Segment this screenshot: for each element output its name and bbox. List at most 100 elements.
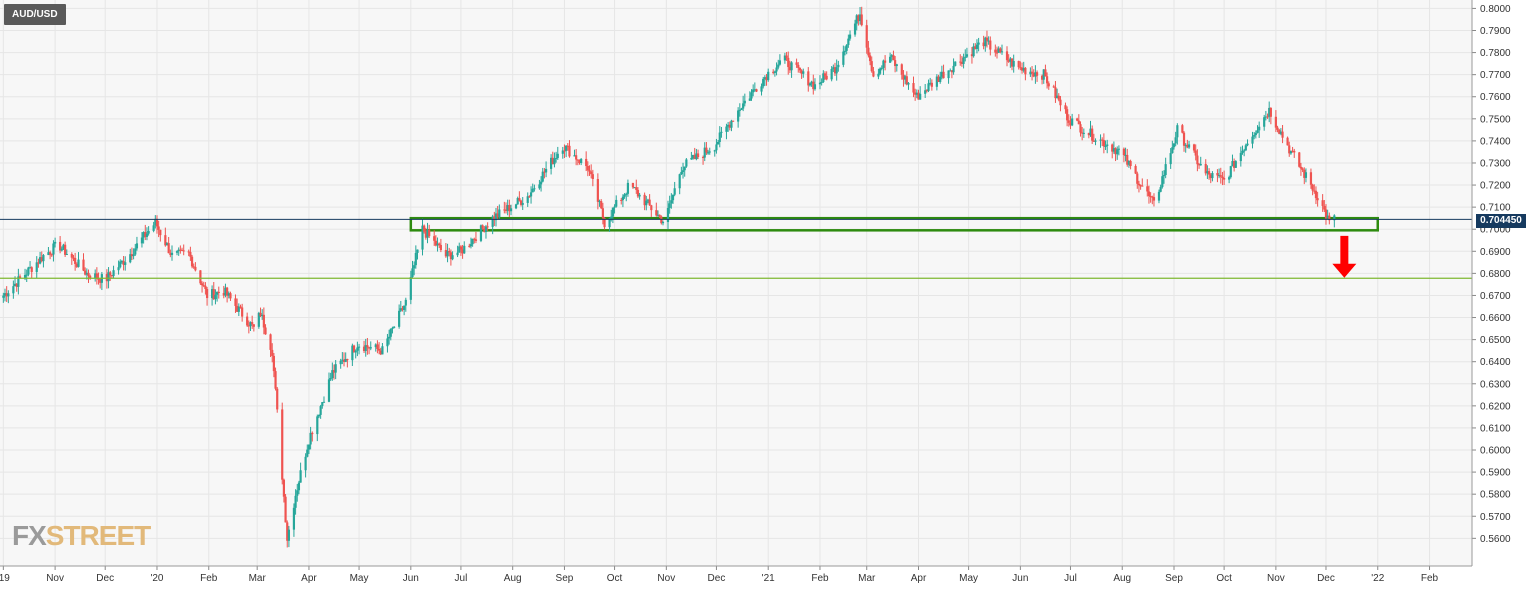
candle-up <box>54 241 57 244</box>
candle-up <box>964 56 967 58</box>
candle-up <box>299 470 302 483</box>
candle-up <box>1106 144 1109 146</box>
candle-up <box>645 200 648 206</box>
candle-up <box>848 34 852 39</box>
candle-down <box>1111 144 1114 152</box>
candle-down <box>423 225 426 232</box>
candle-down <box>1017 60 1020 68</box>
candle-up <box>767 71 770 81</box>
candle-down <box>461 249 464 254</box>
candle-up <box>120 260 124 262</box>
candle-up <box>388 336 391 339</box>
candle-down <box>1024 67 1027 75</box>
candle-up <box>357 346 361 348</box>
candle-up <box>1127 160 1131 165</box>
candle-up <box>533 188 536 190</box>
candle-up <box>1012 60 1015 67</box>
candle-down <box>1321 200 1324 206</box>
candle-up <box>615 199 618 207</box>
candle-down <box>5 293 8 297</box>
candle-down <box>960 62 964 64</box>
candle-down <box>1134 166 1137 174</box>
candle-up <box>7 293 10 297</box>
candle-up <box>555 158 558 160</box>
candle-down <box>376 344 379 350</box>
candle-up <box>623 194 626 197</box>
candle-up <box>671 194 675 201</box>
candle-up <box>845 44 848 51</box>
candle-up <box>1239 152 1242 162</box>
symbol-badge: AUD/USD <box>4 4 66 25</box>
candle-up <box>145 233 149 237</box>
candle-down <box>643 194 646 206</box>
x-tick-label: '20 <box>150 573 163 584</box>
candle-up <box>760 86 763 92</box>
candle-down <box>247 325 250 327</box>
candle-up <box>304 456 307 471</box>
candle-up <box>727 124 730 127</box>
candle-up <box>685 159 688 167</box>
candle-down <box>1299 166 1303 169</box>
candle-up <box>491 216 494 227</box>
candle-up <box>531 188 534 193</box>
candle-up <box>1258 126 1261 131</box>
candle-up <box>656 214 660 216</box>
x-tick-label: Jul <box>1064 573 1077 584</box>
candle-up <box>224 287 227 296</box>
candle-down <box>281 409 284 480</box>
candle-down <box>40 257 43 262</box>
candle-up <box>1099 139 1102 141</box>
candle-down <box>202 285 205 287</box>
candle-down <box>755 89 758 92</box>
candle-up <box>1159 187 1162 192</box>
y-tick-label: 0.7700 <box>1480 70 1511 81</box>
candle-up <box>13 283 17 287</box>
candle-up <box>309 432 312 445</box>
candle-up <box>1162 175 1166 177</box>
candle-up <box>27 267 30 275</box>
candle-up <box>147 230 150 234</box>
candle-up <box>670 200 673 204</box>
candle-up <box>237 306 240 312</box>
fxstreet-logo: FXSTREET <box>12 520 151 552</box>
candle-up <box>717 141 720 145</box>
candle-up <box>681 170 685 172</box>
candle-up <box>882 60 885 68</box>
candle-down <box>892 55 895 61</box>
red-down-arrow-icon <box>1332 235 1357 278</box>
candle-down <box>693 154 696 160</box>
candle-up <box>935 76 938 87</box>
candle-up <box>152 225 155 231</box>
candle-down <box>205 289 209 299</box>
candle-up <box>673 188 676 195</box>
candle-down <box>252 324 255 327</box>
candle-up <box>463 245 466 254</box>
candle-up <box>436 243 439 246</box>
candle-up <box>678 174 681 189</box>
candle-down <box>379 350 382 355</box>
candle-up <box>561 150 564 154</box>
candle-up <box>386 338 389 347</box>
candle-up <box>1116 149 1119 155</box>
candle-down <box>95 273 98 279</box>
candle-down <box>950 70 953 73</box>
candle-up <box>1218 175 1221 177</box>
candle-up <box>249 322 252 327</box>
candle-down <box>1141 185 1144 187</box>
x-tick-label: Jul <box>455 573 468 584</box>
candle-down <box>352 345 356 353</box>
candle-up <box>573 155 576 157</box>
candle-up <box>858 14 862 22</box>
candle-down <box>234 298 237 306</box>
candle-down <box>590 171 593 175</box>
candle-up <box>214 294 217 300</box>
candle-down <box>865 25 868 48</box>
gridlines <box>0 0 1472 566</box>
candle-up <box>1082 132 1085 134</box>
candle-up <box>763 77 766 79</box>
candle-down <box>797 64 800 68</box>
candle-up <box>1171 147 1174 154</box>
candle-down <box>49 252 52 255</box>
candle-up <box>613 206 616 208</box>
